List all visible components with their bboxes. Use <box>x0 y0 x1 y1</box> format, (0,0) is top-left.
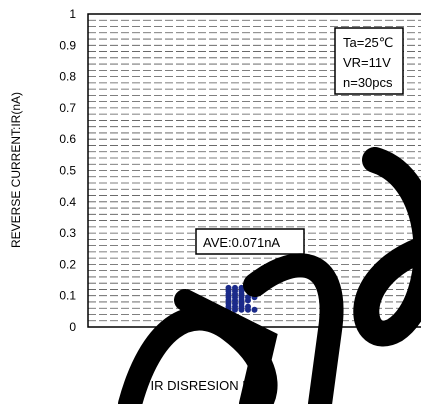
data-point <box>245 303 251 310</box>
data-point <box>225 284 232 291</box>
y-tick-label: 0.5 <box>59 164 76 178</box>
y-tick-label: 0.6 <box>59 132 76 146</box>
data-point <box>245 294 251 301</box>
condition-temperature: Ta=25℃ <box>343 35 393 50</box>
average-label-frame <box>195 228 305 255</box>
y-tick-label: 0.8 <box>59 70 76 84</box>
y-tick-label: 0.3 <box>59 226 76 240</box>
data-point <box>238 284 245 291</box>
data-points <box>225 284 258 313</box>
y-tick-label: 0.2 <box>59 257 76 271</box>
conditions-box: Ta=25℃ VR=11V n=30pcs <box>334 27 404 95</box>
y-tick-label: 0.1 <box>59 289 76 303</box>
condition-sample-count: n=30pcs <box>343 75 393 90</box>
condition-voltage: VR=11V <box>343 55 391 70</box>
data-point <box>251 306 258 313</box>
y-tick-label: 0.7 <box>59 101 76 115</box>
y-tick-label: 0.4 <box>59 195 76 209</box>
y-tick-labels: 0 0.1 0.2 0.3 0.4 0.5 0.6 0.7 0.8 0.9 1 <box>59 7 76 334</box>
average-label-text: AVE:0.071nA <box>203 235 280 250</box>
conditions-box-frame <box>334 27 404 95</box>
average-label: AVE:0.071nA <box>195 228 305 255</box>
watermark-stroke-4 <box>353 147 421 347</box>
watermark <box>118 147 421 404</box>
y-axis-label: REVERSE CURRENT:IR(nA) <box>9 92 23 248</box>
data-point <box>232 284 238 291</box>
y-tick-label: 0.9 <box>59 38 76 52</box>
chart-title: IR DISRESION MAP <box>150 378 271 393</box>
watermark-stroke-2 <box>174 289 278 404</box>
y-tick-label: 0 <box>69 320 76 334</box>
watermark-stroke-3 <box>243 253 344 404</box>
y-tick-label: 1 <box>69 7 76 21</box>
